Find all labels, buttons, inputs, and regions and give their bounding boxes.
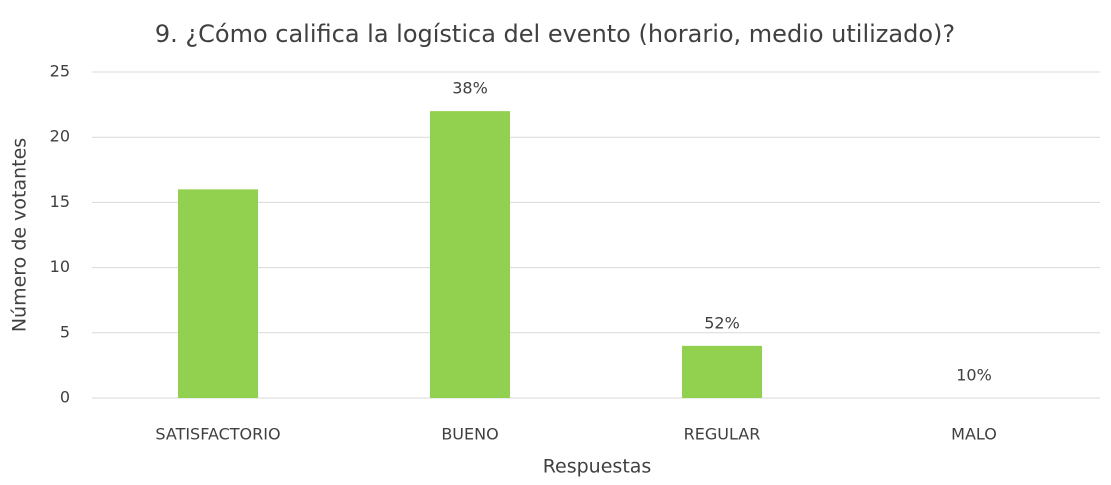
annotation: 52% xyxy=(704,313,740,332)
y-axis-title: Número de votantes xyxy=(9,138,31,332)
x-tick-label: REGULAR xyxy=(684,425,761,444)
x-axis-title: Respuestas xyxy=(543,456,652,478)
y-tick-label: 10 xyxy=(50,257,70,276)
annotation: 10% xyxy=(956,366,992,385)
y-tick-label: 0 xyxy=(60,388,70,407)
y-tick-label: 20 xyxy=(50,127,70,146)
chart-title: 9. ¿Cómo califica la logística del event… xyxy=(155,20,955,48)
bar xyxy=(682,345,762,398)
y-tick-label: 25 xyxy=(50,62,70,81)
x-tick-label: MALO xyxy=(951,425,997,444)
annotation: 38% xyxy=(452,79,488,98)
x-tick-label: SATISFACTORIO xyxy=(155,425,280,444)
x-tick-label: BUENO xyxy=(441,425,498,444)
y-tick-label: 5 xyxy=(60,322,70,341)
bar xyxy=(430,111,510,399)
bar xyxy=(178,189,258,398)
y-tick-label: 15 xyxy=(50,192,70,211)
